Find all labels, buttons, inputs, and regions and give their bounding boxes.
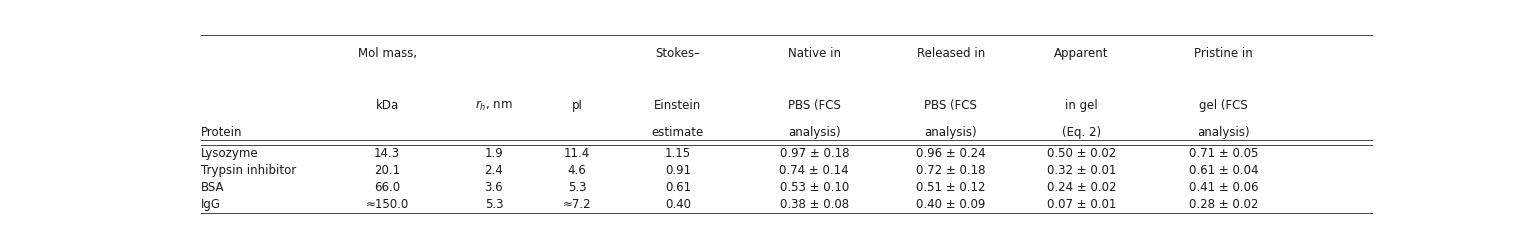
Text: 0.72 ± 0.18: 0.72 ± 0.18	[916, 164, 986, 177]
Text: analysis): analysis)	[1197, 126, 1249, 139]
Text: 0.61: 0.61	[664, 181, 690, 194]
Text: 4.6: 4.6	[568, 164, 586, 177]
Text: 0.40: 0.40	[664, 198, 690, 211]
Text: in gel: in gel	[1066, 99, 1098, 112]
Text: analysis): analysis)	[925, 126, 977, 139]
Text: 0.53 ± 0.10: 0.53 ± 0.10	[779, 181, 848, 194]
Text: 14.3: 14.3	[374, 147, 400, 160]
Text: 0.97 ± 0.18: 0.97 ± 0.18	[779, 147, 850, 160]
Text: 0.32 ± 0.01: 0.32 ± 0.01	[1047, 164, 1116, 177]
Text: Native in: Native in	[788, 47, 841, 60]
Text: 20.1: 20.1	[374, 164, 400, 177]
Text: Lysozyme: Lysozyme	[201, 147, 259, 160]
Text: Released in: Released in	[917, 47, 984, 60]
Text: Apparent: Apparent	[1053, 47, 1108, 60]
Text: Pristine in: Pristine in	[1194, 47, 1252, 60]
Text: gel (FCS: gel (FCS	[1199, 99, 1248, 112]
Text: 0.41 ± 0.06: 0.41 ± 0.06	[1190, 181, 1258, 194]
Text: 0.71 ± 0.05: 0.71 ± 0.05	[1190, 147, 1258, 160]
Text: 0.50 ± 0.02: 0.50 ± 0.02	[1047, 147, 1116, 160]
Text: 0.24 ± 0.02: 0.24 ± 0.02	[1047, 181, 1116, 194]
Text: 5.3: 5.3	[568, 181, 586, 194]
Text: PBS (FCS: PBS (FCS	[925, 99, 977, 112]
Text: 0.96 ± 0.24: 0.96 ± 0.24	[916, 147, 986, 160]
Text: pI: pI	[571, 99, 582, 112]
Text: BSA: BSA	[201, 181, 225, 194]
Text: 0.91: 0.91	[664, 164, 690, 177]
Text: estimate: estimate	[652, 126, 704, 139]
Text: 1.15: 1.15	[664, 147, 690, 160]
Text: Stokes–: Stokes–	[655, 47, 700, 60]
Text: 66.0: 66.0	[374, 181, 400, 194]
Text: 1.9: 1.9	[485, 147, 504, 160]
Text: analysis): analysis)	[788, 126, 841, 139]
Text: 0.07 ± 0.01: 0.07 ± 0.01	[1047, 198, 1116, 211]
Text: ≈7.2: ≈7.2	[563, 198, 591, 211]
Text: 0.74 ± 0.14: 0.74 ± 0.14	[779, 164, 850, 177]
Text: Trypsin inhibitor: Trypsin inhibitor	[201, 164, 295, 177]
Text: $r_h$, nm: $r_h$, nm	[475, 99, 513, 113]
Text: kDa: kDa	[375, 99, 398, 112]
Text: PBS (FCS: PBS (FCS	[788, 99, 841, 112]
Text: 2.4: 2.4	[485, 164, 504, 177]
Text: 5.3: 5.3	[485, 198, 504, 211]
Text: 0.28 ± 0.02: 0.28 ± 0.02	[1190, 198, 1258, 211]
Text: 3.6: 3.6	[485, 181, 504, 194]
Text: Mol mass,: Mol mass,	[358, 47, 416, 60]
Text: (Eq. 2): (Eq. 2)	[1061, 126, 1101, 139]
Text: 0.38 ± 0.08: 0.38 ± 0.08	[779, 198, 848, 211]
Text: 0.40 ± 0.09: 0.40 ± 0.09	[916, 198, 986, 211]
Text: IgG: IgG	[201, 198, 220, 211]
Text: 11.4: 11.4	[563, 147, 589, 160]
Text: Protein: Protein	[201, 126, 242, 139]
Text: 0.51 ± 0.12: 0.51 ± 0.12	[916, 181, 986, 194]
Text: Einstein: Einstein	[654, 99, 701, 112]
Text: 0.61 ± 0.04: 0.61 ± 0.04	[1190, 164, 1258, 177]
Text: ≈150.0: ≈150.0	[366, 198, 409, 211]
